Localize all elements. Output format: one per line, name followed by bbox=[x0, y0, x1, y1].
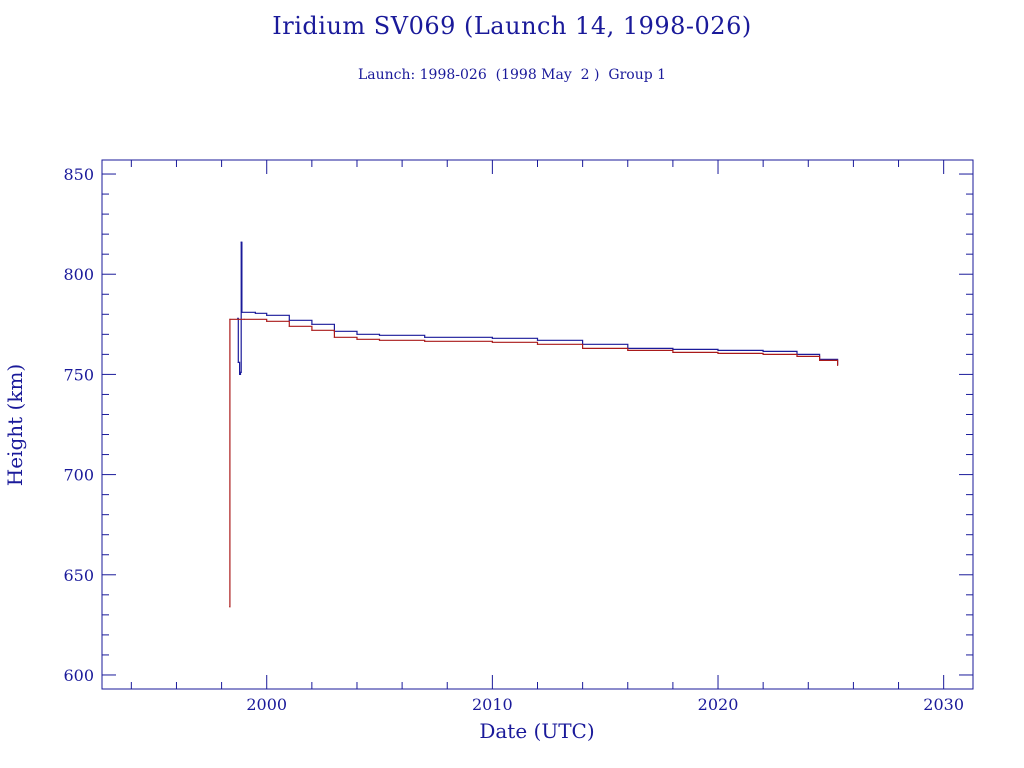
data-point bbox=[356, 333, 358, 335]
data-point bbox=[672, 351, 674, 353]
data-point bbox=[378, 339, 381, 341]
data-point bbox=[491, 337, 493, 339]
data-point bbox=[491, 341, 493, 343]
data-point bbox=[266, 320, 268, 322]
data-point bbox=[241, 311, 243, 313]
y-tick-label: 700 bbox=[63, 466, 94, 485]
chart-subtitle: Launch: 1998-026 (1998 May 2 ) Group 1 bbox=[357, 67, 667, 83]
plot-frame bbox=[101, 159, 974, 690]
data-point bbox=[717, 349, 719, 351]
y-tick-label: 750 bbox=[63, 365, 94, 384]
data-point bbox=[627, 349, 629, 351]
x-tick-label: 2010 bbox=[472, 695, 513, 714]
data-point bbox=[288, 319, 290, 321]
y-tick-label: 800 bbox=[63, 265, 94, 284]
data-point bbox=[424, 336, 426, 338]
data-point bbox=[237, 361, 239, 363]
x-tick-label: 2020 bbox=[698, 695, 739, 714]
data-point bbox=[288, 325, 290, 327]
data-point bbox=[582, 347, 584, 349]
chart-title: Iridium SV069 (Launch 14, 1998-026) bbox=[272, 12, 752, 40]
data-point bbox=[243, 318, 245, 320]
data-point bbox=[239, 371, 242, 373]
data-point bbox=[536, 339, 539, 341]
data-point bbox=[229, 318, 231, 320]
data-point bbox=[536, 343, 539, 345]
series-line bbox=[229, 318, 839, 608]
series-1 bbox=[237, 241, 839, 375]
x-tick-label: 2000 bbox=[246, 695, 287, 714]
x-axis-title: Date (UTC) bbox=[479, 719, 594, 743]
y-tick-label: 650 bbox=[63, 566, 94, 585]
ticks-layer bbox=[102, 160, 973, 689]
y-tick-label: 600 bbox=[63, 666, 94, 685]
x-tick-label: 2030 bbox=[923, 695, 964, 714]
data-point bbox=[311, 329, 313, 331]
data-point bbox=[266, 314, 268, 316]
data-point bbox=[311, 323, 313, 325]
data-point bbox=[717, 352, 719, 354]
series-line bbox=[237, 241, 839, 375]
data-point bbox=[672, 348, 674, 350]
data-point bbox=[229, 606, 231, 608]
y-axis-title: Height (km) bbox=[3, 364, 27, 486]
data-point bbox=[237, 317, 239, 319]
series-2 bbox=[229, 318, 839, 608]
data-point bbox=[240, 241, 242, 243]
data-point bbox=[424, 340, 426, 342]
data-point bbox=[796, 355, 798, 357]
data-point bbox=[378, 334, 381, 336]
data-point bbox=[762, 350, 764, 352]
data-point bbox=[356, 338, 358, 340]
data-point bbox=[254, 312, 256, 314]
data-point bbox=[333, 336, 335, 338]
data-point bbox=[819, 359, 821, 361]
data-point bbox=[239, 373, 241, 375]
data-point bbox=[762, 353, 764, 355]
labels-layer: 600 650 700 750 800 850 2000 2010 2020 2030 bbox=[63, 165, 964, 714]
series-layer bbox=[229, 241, 839, 608]
y-tick-label: 850 bbox=[63, 165, 94, 184]
data-point bbox=[837, 364, 839, 366]
